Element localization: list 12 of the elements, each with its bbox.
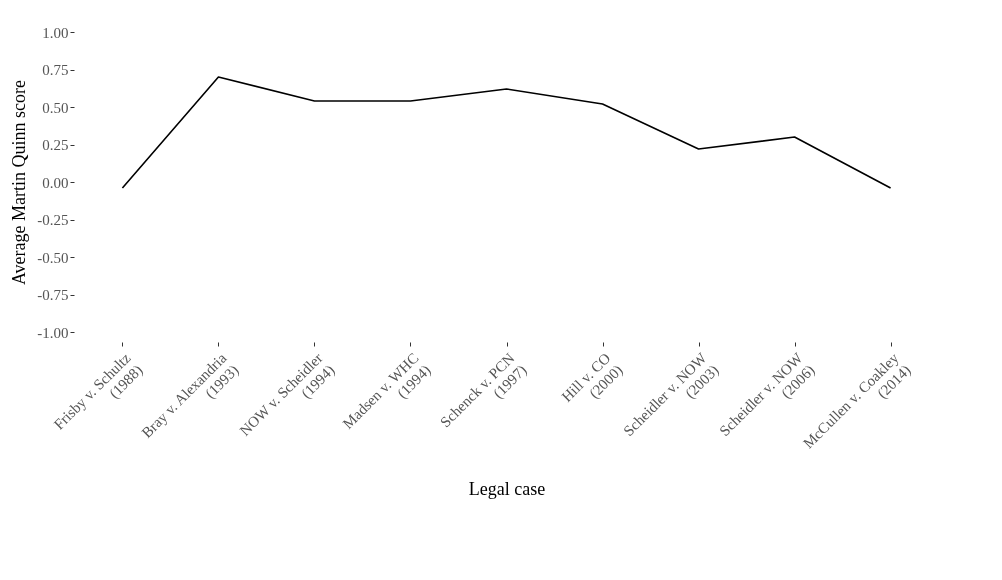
y-tick-label: -0.50: [37, 249, 69, 266]
line-series: [121, 76, 892, 189]
y-tick-label: 0.25: [42, 137, 69, 153]
y-tick-label: -0.75: [37, 287, 69, 303]
y-tick-label: 0.75: [42, 62, 69, 78]
y-axis-title: Average Martin Quinn score: [9, 79, 30, 286]
x-axis-title: Legal case: [468, 479, 546, 500]
y-tick-label: 0.00: [42, 174, 69, 191]
y-tick-label: -1.00: [37, 324, 69, 341]
y-tick-label: 1.00: [42, 24, 69, 41]
y-tick-label: -0.25: [37, 212, 69, 228]
y-tick-label: 0.50: [42, 99, 69, 116]
